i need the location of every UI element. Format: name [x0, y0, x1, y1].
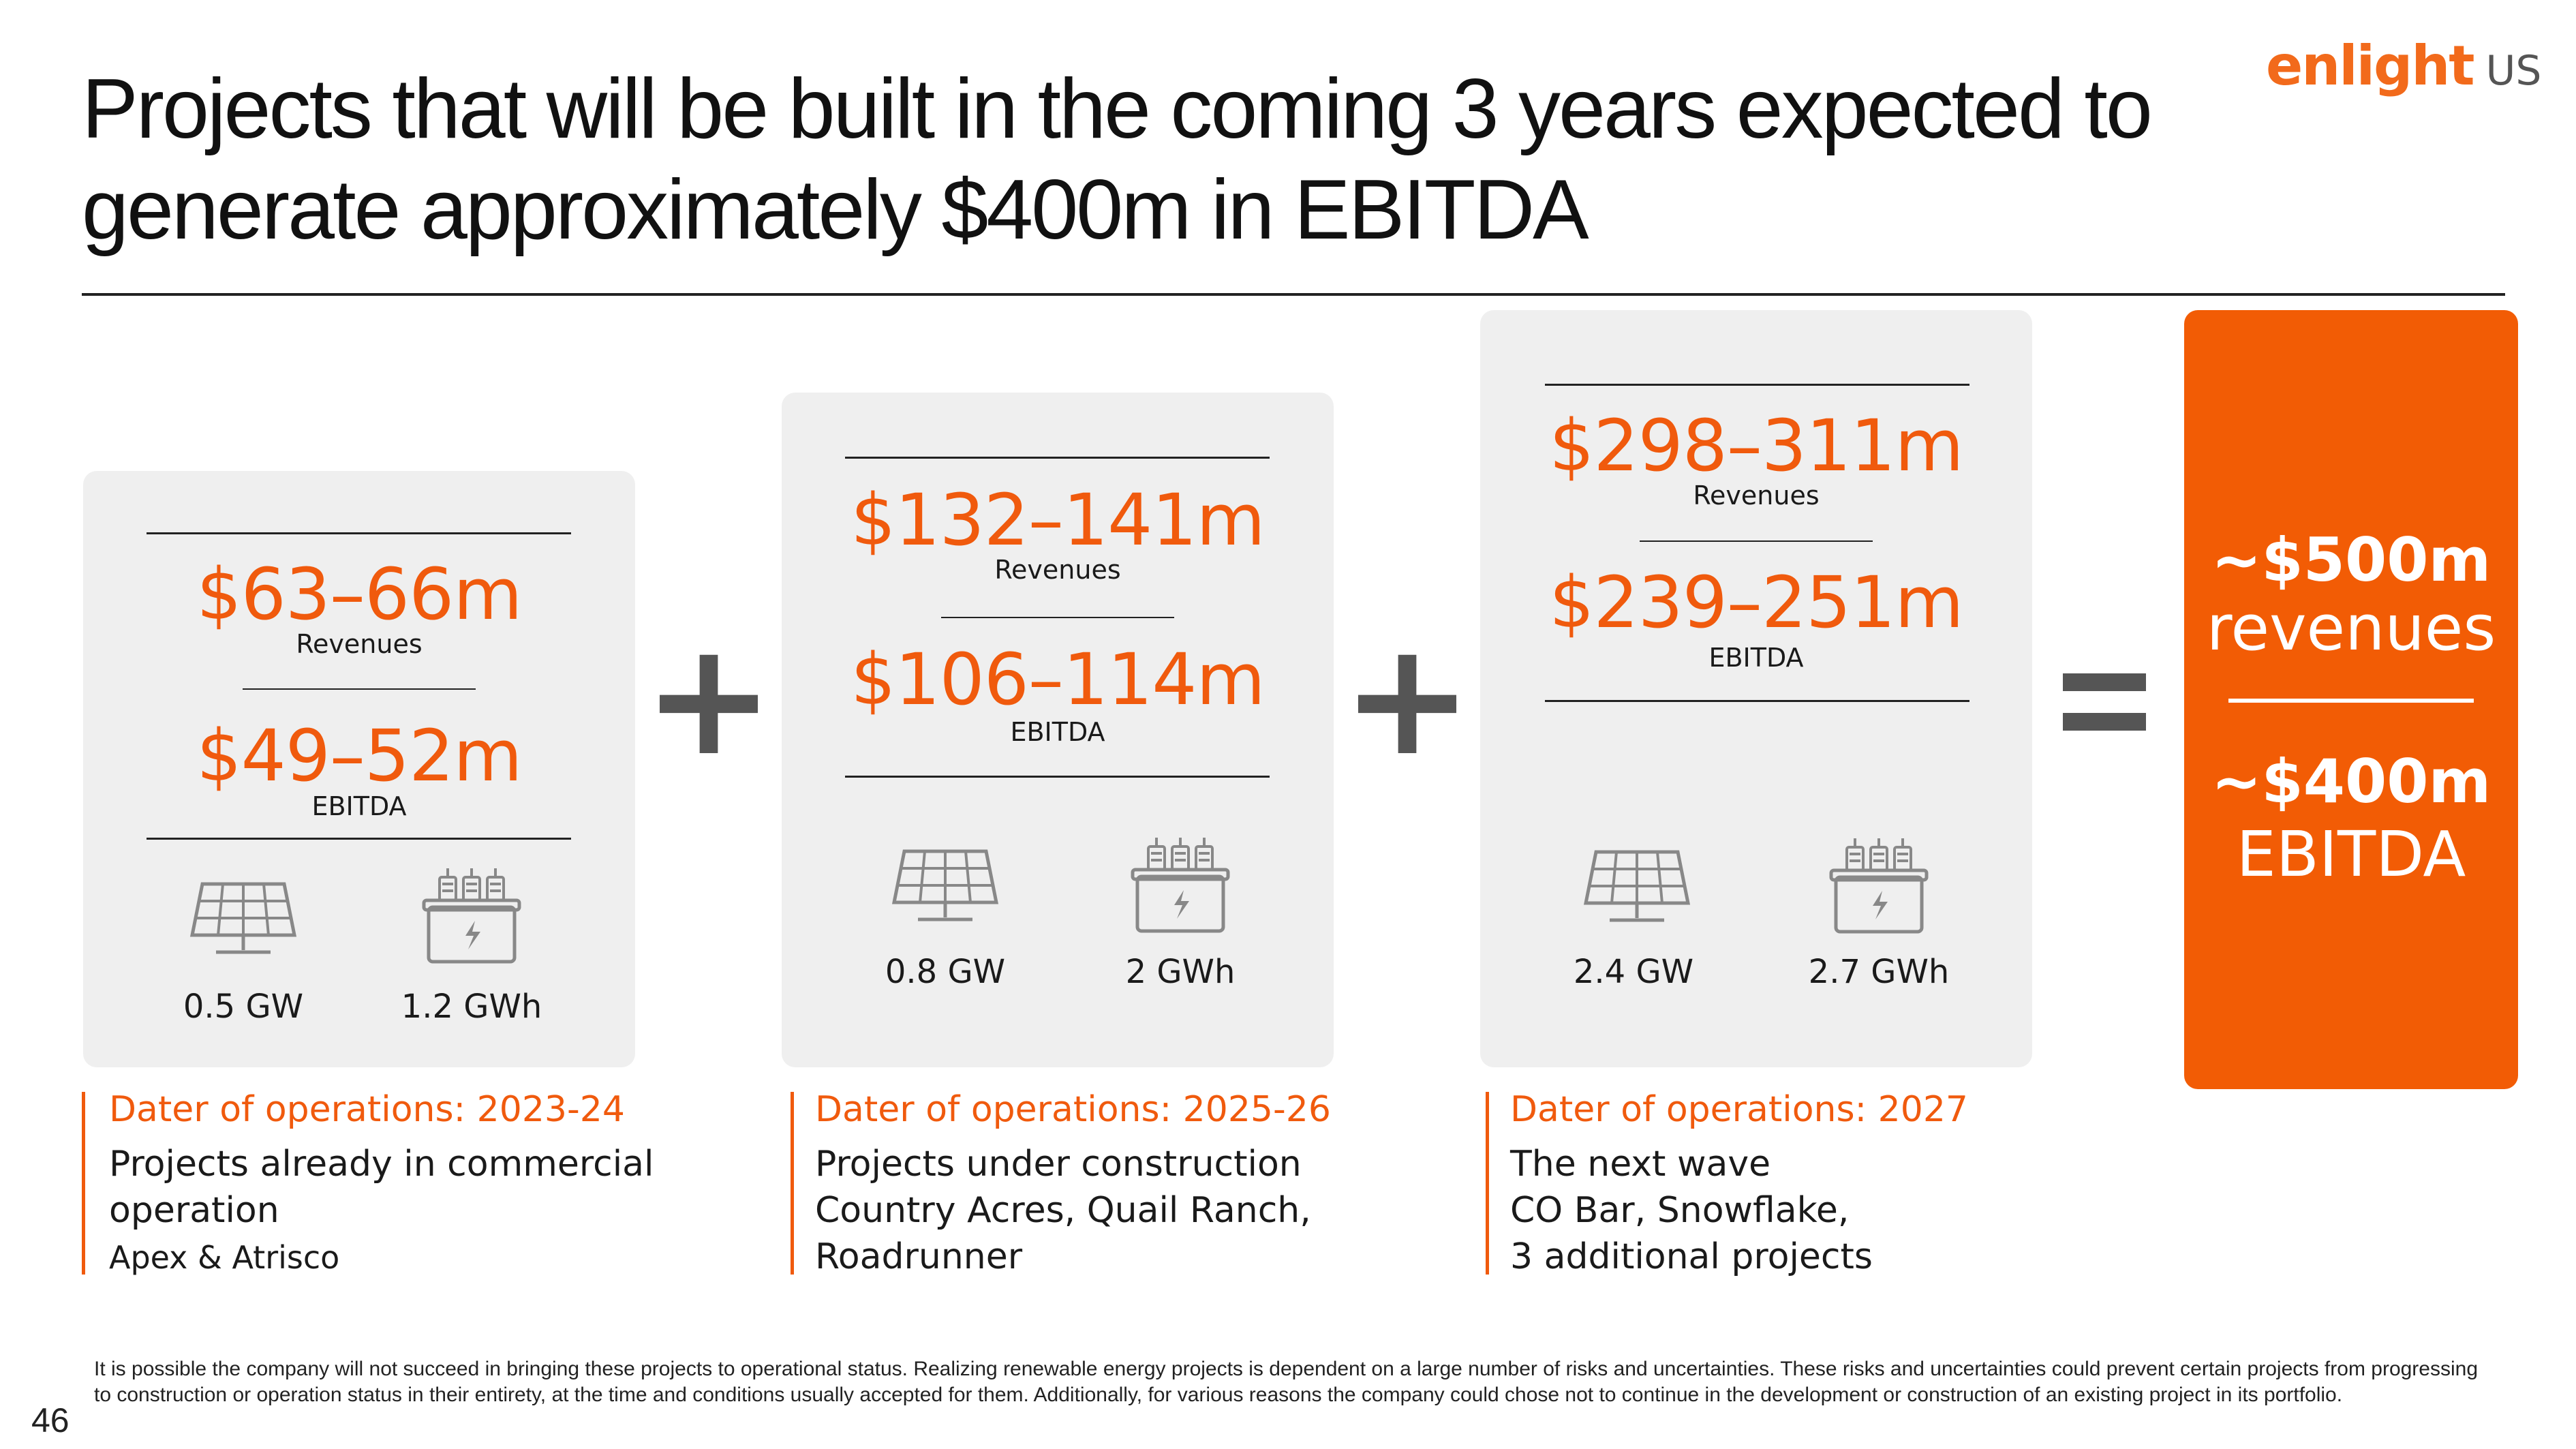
equals-bar-bottom: [2063, 713, 2146, 731]
total-result-box: ~$500m revenues ~$400m EBITDA: [2184, 310, 2518, 1089]
total-revenues-label: revenues: [2206, 592, 2496, 665]
equals-bar-top: [2063, 673, 2146, 691]
total-revenues-value: ~$500m: [2211, 525, 2491, 595]
card-top-rule: [1545, 384, 1969, 386]
logo-suffix: US: [2485, 47, 2542, 95]
description-line-2: operation: [109, 1190, 279, 1231]
card-top-rule: [845, 457, 1270, 459]
description-line-2: CO Bar, Snowflake,: [1510, 1190, 1850, 1231]
ebitda-value: $106–114m: [850, 638, 1265, 721]
operations-date: Dater of operations: 2023-24: [109, 1089, 625, 1130]
ebitda-label: EBITDA: [311, 791, 407, 821]
solar-panel-icon: [1583, 850, 1691, 922]
solar-panel-icon: [189, 882, 297, 954]
revenues-label: Revenues: [1693, 481, 1820, 510]
solar-panel-icon: [891, 849, 999, 921]
disclaimer-footnote: It is possible the company will not succ…: [94, 1356, 2520, 1408]
accent-bar: [82, 1092, 85, 1275]
project-names: Apex & Atrisco: [109, 1239, 340, 1276]
revenues-value: $63–66m: [196, 553, 522, 636]
card-mid-rule: [941, 617, 1174, 618]
ebitda-value: $239–251m: [1549, 561, 1963, 644]
card-top-rule: [147, 532, 571, 534]
description-line-1: Projects under construction: [815, 1144, 1302, 1185]
description-line-3: 3 additional projects: [1510, 1236, 1873, 1277]
footnote-line-2: to construction or operation status in t…: [94, 1384, 2343, 1406]
enlight-logo: enlight US: [2266, 34, 2542, 97]
plus-operator-2: +: [1341, 609, 1473, 791]
solar-capacity: 2.4 GW: [1573, 953, 1694, 991]
revenues-value: $298–311m: [1549, 404, 1963, 487]
operations-date: Dater of operations: 2027: [1510, 1089, 1968, 1130]
storage-capacity: 2.7 GWh: [1808, 953, 1950, 991]
ebitda-label: EBITDA: [1010, 717, 1105, 747]
storage-capacity: 2 GWh: [1125, 953, 1236, 991]
result-divider: [2228, 699, 2474, 703]
description-line-3: Roadrunner: [815, 1236, 1023, 1277]
ebitda-value: $49–52m: [196, 714, 522, 797]
ebitda-label: EBITDA: [1708, 643, 1804, 673]
operations-date: Dater of operations: 2025-26: [815, 1089, 1331, 1130]
battery-storage-icon: [1131, 838, 1230, 933]
accent-bar: [791, 1092, 794, 1275]
card-bottom-rule: [147, 838, 571, 840]
total-ebitda-value: ~$400m: [2211, 746, 2491, 817]
card-mid-rule: [243, 688, 476, 690]
revenues-value: $132–141m: [850, 478, 1265, 562]
battery-storage-icon: [1829, 838, 1929, 934]
description-line-1: Projects already in commercial: [109, 1144, 654, 1185]
battery-storage-icon: [422, 868, 521, 964]
page-title: Projects that will be built in the comin…: [82, 59, 2194, 260]
description-line-2: Country Acres, Quail Ranch,: [815, 1190, 1311, 1231]
card-bottom-rule: [845, 776, 1270, 778]
title-line-1: Projects that will be built in the comin…: [82, 62, 2153, 156]
card-mid-rule: [1640, 540, 1873, 542]
solar-capacity: 0.5 GW: [183, 988, 304, 1026]
solar-capacity: 0.8 GW: [885, 953, 1006, 991]
footnote-line-1: It is possible the company will not succ…: [94, 1358, 2479, 1380]
title-line-2: generate approximately $400m in EBITDA: [82, 163, 1589, 257]
card-2023-24: $63–66m Revenues $49–52m EBITDA 0.5 GW 1…: [83, 471, 635, 1067]
page-number: 46: [31, 1401, 70, 1439]
accent-bar: [1486, 1092, 1489, 1275]
card-bottom-rule: [1545, 700, 1969, 702]
title-divider: [82, 293, 2505, 296]
storage-capacity: 1.2 GWh: [401, 988, 542, 1026]
revenues-label: Revenues: [994, 555, 1121, 585]
description-line-1: The next wave: [1510, 1144, 1771, 1185]
card-2025-26: $132–141m Revenues $106–114m EBITDA 0.8 …: [782, 393, 1334, 1067]
card-2027: $298–311m Revenues $239–251m EBITDA 2.4 …: [1480, 310, 2032, 1067]
logo-brand: enlight: [2266, 34, 2475, 97]
total-ebitda-label: EBITDA: [2236, 818, 2466, 891]
plus-operator-1: +: [643, 609, 775, 791]
revenues-label: Revenues: [296, 629, 423, 659]
